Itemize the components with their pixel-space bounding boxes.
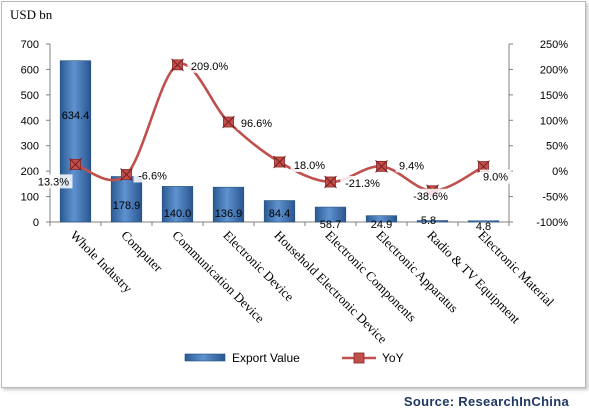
y-left-tick-label: 600: [21, 64, 39, 76]
x-tick-label: Radio & TV Equipment: [424, 228, 523, 327]
yoy-marker-cross: [171, 58, 184, 72]
x-tick-label: Electronic Components: [322, 228, 419, 325]
y-right-tick-label: -100%: [536, 217, 568, 229]
bar-value-label: 140.0: [164, 208, 192, 220]
yoy-label-box: [290, 157, 329, 172]
bar-value-label: 84.4: [269, 208, 290, 220]
bar-value-label: 4.8: [476, 221, 491, 233]
bar: [263, 200, 296, 223]
yoy-value-label: 209.0%: [191, 61, 229, 73]
bar-value-label: 58.7: [320, 219, 341, 231]
y-right-tick-label: 100%: [540, 115, 568, 127]
yoy-value-label: 18.0%: [294, 160, 325, 172]
bar-value-label: 634.4: [62, 110, 90, 122]
y-left-tick-label: 500: [21, 90, 39, 102]
yoy-marker-cross: [222, 115, 235, 129]
yoy-marker-cross: [69, 158, 82, 171]
y-right-tick-label: -50%: [542, 192, 568, 204]
y-left-tick-label: 300: [21, 141, 39, 153]
bar: [314, 206, 347, 223]
yoy-line: [75, 62, 485, 193]
legend-line-marker: [353, 352, 365, 364]
yoy-label-box: [479, 169, 512, 184]
bar: [467, 220, 500, 223]
legend-yoy: YoY: [382, 351, 404, 365]
chart-frame: USD bn 0 100 200 300 400 500 600 700 -100% -50% 0% 5…: [1, 1, 586, 388]
bar: [212, 186, 245, 223]
source-note: Source: ResearchInChina: [403, 394, 569, 409]
x-tick-label: Computer: [118, 228, 166, 276]
yoy-marker-cross: [375, 160, 388, 173]
yoy-label-box: [237, 116, 276, 131]
y-right-tick-label: 0%: [552, 166, 568, 178]
bar: [59, 60, 92, 223]
yoy-value-label: 9.4%: [399, 160, 424, 172]
yoy-value-label: 13.3%: [38, 176, 69, 188]
yoy-label-box: [408, 188, 453, 203]
y-right-tick-label: 150%: [540, 90, 568, 102]
bar: [365, 215, 398, 223]
yoy-value-label: 96.6%: [241, 118, 272, 130]
yoy-value-label: 9.0%: [483, 172, 508, 184]
bar-value-label: 136.9: [215, 208, 243, 220]
y-right-tick-label: 250%: [540, 39, 568, 51]
yoy-label-box: [187, 58, 232, 73]
yoy-label-box: [34, 174, 73, 189]
yoy-marker-cross: [120, 168, 133, 181]
yoy-marker-cross: [477, 160, 490, 173]
bar: [416, 220, 449, 223]
yoy-value-label: -6.6%: [138, 170, 167, 182]
yoy-label-box: [395, 158, 428, 173]
y-left-tick-label: 0: [33, 217, 39, 229]
bar-value-label: 178.9: [113, 200, 141, 212]
legend-export-value: Export Value: [232, 351, 300, 365]
chart-svg: USD bn 0 100 200 300 400 500 600 700 -100% -50% 0% 5…: [10, 7, 568, 365]
y-left-tick-label: 700: [21, 39, 39, 51]
y-right-tick-label: 50%: [546, 141, 568, 153]
bar: [161, 186, 194, 223]
legend-bar-swatch: [184, 353, 226, 362]
yoy-value-label: -21.3%: [345, 178, 380, 190]
x-tick-label: Communication Device: [169, 228, 267, 326]
y-unit-label: USD bn: [10, 7, 53, 22]
y-left-tick-label: 400: [21, 115, 39, 127]
yoy-label-box: [133, 168, 172, 183]
bar-value-label: 5.8: [421, 215, 436, 227]
y-right-tick-label: 200%: [540, 64, 568, 76]
y-left-tick-label: 200: [21, 166, 39, 178]
yoy-marker-cross: [273, 155, 286, 169]
yoy-value-label: -38.6%: [413, 191, 448, 203]
bar: [110, 176, 143, 223]
y-left-tick-label: 100: [21, 192, 39, 204]
yoy-label-box: [340, 175, 385, 190]
bar-value-label: 24.9: [371, 219, 392, 231]
yoy-marker-cross: [324, 175, 337, 189]
